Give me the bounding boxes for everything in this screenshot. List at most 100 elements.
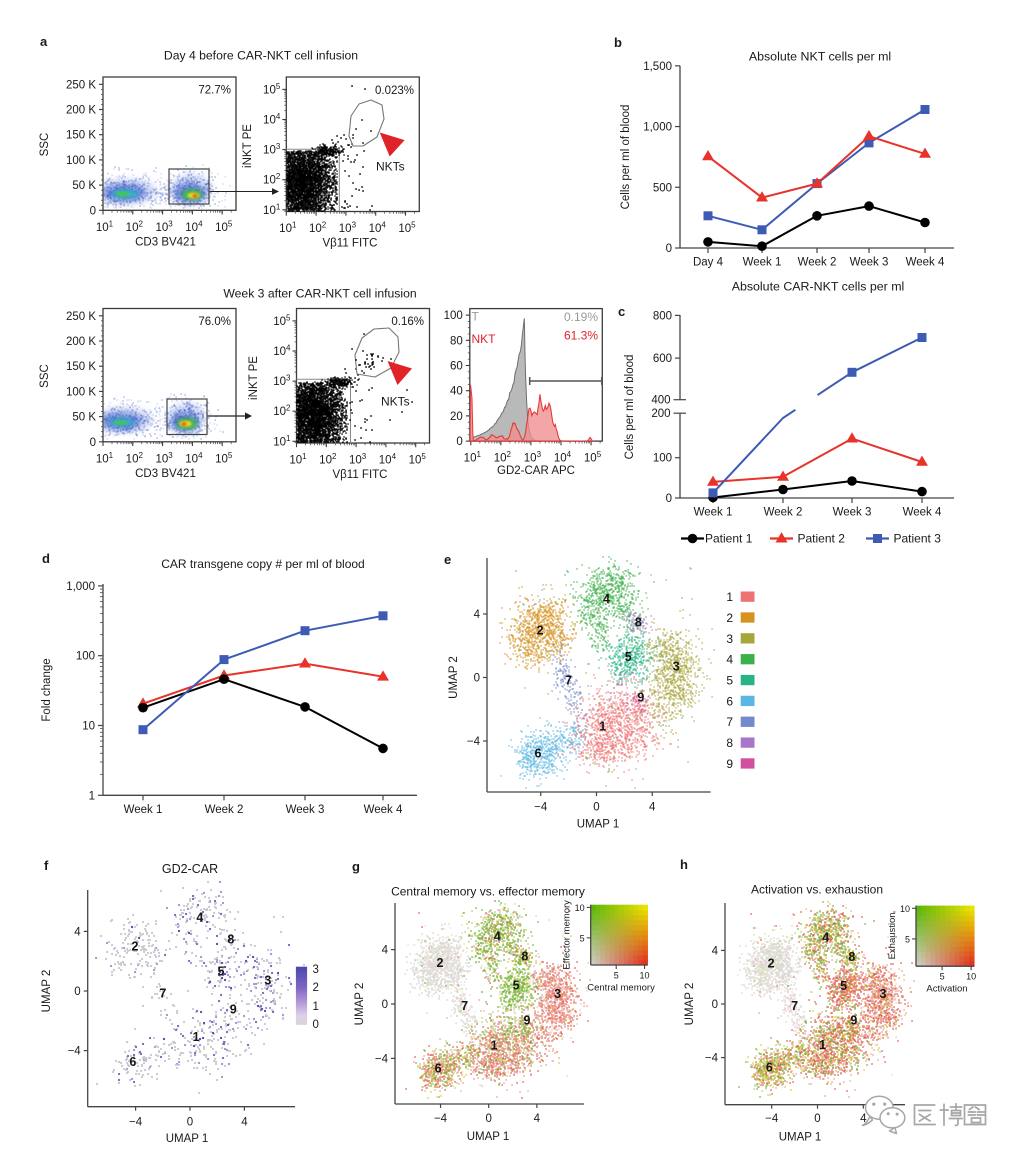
svg-text:f: f	[44, 858, 49, 873]
svg-text:0: 0	[456, 436, 462, 448]
svg-text:UMAP 2: UMAP 2	[448, 656, 460, 699]
svg-text:5: 5	[625, 650, 632, 664]
svg-text:8: 8	[635, 616, 642, 630]
svg-text:b: b	[614, 35, 622, 50]
svg-text:2: 2	[436, 956, 443, 970]
svg-text:GD2-CAR APC: GD2-CAR APC	[497, 465, 575, 477]
svg-text:Week 3 after CAR-NKT cell infu: Week 3 after CAR-NKT cell infusion	[223, 287, 416, 301]
svg-text:3: 3	[726, 632, 733, 646]
svg-text:Week 4: Week 4	[903, 507, 942, 519]
svg-text:a: a	[40, 34, 48, 49]
svg-text:600: 600	[653, 353, 672, 365]
svg-text:h: h	[680, 857, 688, 872]
svg-text:UMAP 1: UMAP 1	[779, 1132, 822, 1144]
svg-text:3: 3	[313, 964, 319, 976]
svg-text:Patient 2: Patient 2	[798, 532, 846, 546]
svg-text:5: 5	[940, 972, 945, 982]
svg-text:400: 400	[651, 395, 670, 407]
svg-text:Day 4 before CAR-NKT cell infu: Day 4 before CAR-NKT cell infusion	[164, 49, 358, 63]
svg-text:5: 5	[840, 979, 847, 993]
svg-text:6: 6	[534, 747, 541, 761]
svg-text:200 K: 200 K	[66, 336, 96, 348]
svg-text:4: 4	[534, 1113, 541, 1125]
svg-text:7: 7	[461, 999, 468, 1013]
svg-text:5: 5	[580, 933, 585, 943]
svg-text:2: 2	[726, 611, 733, 625]
svg-text:5: 5	[218, 964, 225, 978]
svg-text:4: 4	[196, 910, 203, 924]
svg-text:Effector memory: Effector memory	[562, 900, 573, 970]
svg-text:Week 1: Week 1	[694, 507, 733, 519]
svg-text:3: 3	[264, 974, 271, 988]
svg-text:0: 0	[666, 493, 672, 505]
svg-text:0: 0	[313, 1019, 319, 1031]
svg-text:Day 4: Day 4	[693, 257, 724, 269]
svg-text:7: 7	[726, 715, 733, 729]
svg-text:Week 3: Week 3	[286, 804, 325, 816]
svg-text:1: 1	[819, 1038, 826, 1052]
svg-text:Absolute NKT cells per ml: Absolute NKT cells per ml	[749, 50, 891, 64]
svg-text:6: 6	[129, 1055, 136, 1069]
svg-text:−4: −4	[705, 1053, 719, 1065]
svg-text:−4: −4	[375, 1053, 389, 1065]
svg-text:150 K: 150 K	[66, 130, 96, 142]
svg-text:5: 5	[905, 934, 910, 944]
svg-text:5: 5	[513, 979, 520, 993]
svg-text:2: 2	[313, 982, 319, 994]
svg-text:250 K: 250 K	[66, 311, 96, 323]
svg-text:Fold change: Fold change	[41, 658, 53, 721]
svg-text:0: 0	[74, 986, 80, 998]
svg-text:0.19%: 0.19%	[564, 310, 598, 324]
svg-text:200: 200	[651, 408, 670, 420]
svg-text:−4: −4	[467, 736, 481, 748]
svg-text:0: 0	[666, 243, 672, 255]
svg-text:9: 9	[850, 1013, 857, 1027]
svg-text:UMAP 1: UMAP 1	[577, 819, 620, 831]
svg-text:1,500: 1,500	[643, 61, 672, 73]
svg-text:1: 1	[726, 590, 733, 604]
svg-text:Week 2: Week 2	[798, 257, 837, 269]
svg-text:0: 0	[485, 1113, 491, 1125]
svg-text:60: 60	[450, 361, 463, 373]
svg-text:Patient 3: Patient 3	[894, 532, 942, 546]
svg-text:4: 4	[382, 945, 389, 957]
svg-text:100 K: 100 K	[66, 386, 96, 398]
svg-text:Vβ11 FITC: Vβ11 FITC	[333, 469, 388, 481]
svg-text:4: 4	[860, 1113, 867, 1125]
svg-text:−4: −4	[434, 1113, 448, 1125]
svg-text:Central memory: Central memory	[587, 983, 655, 994]
svg-text:500: 500	[653, 182, 672, 194]
svg-text:8: 8	[521, 949, 528, 963]
svg-text:g: g	[352, 859, 360, 874]
svg-text:250 K: 250 K	[66, 79, 96, 91]
svg-text:T: T	[472, 310, 480, 324]
svg-text:7: 7	[565, 674, 572, 688]
svg-text:10: 10	[575, 903, 585, 913]
svg-text:5: 5	[726, 674, 733, 688]
svg-text:Week 3: Week 3	[833, 507, 872, 519]
svg-text:0.023%: 0.023%	[375, 85, 414, 97]
svg-text:2: 2	[768, 957, 775, 971]
svg-text:1: 1	[193, 1030, 200, 1044]
svg-text:200 K: 200 K	[66, 105, 96, 117]
svg-text:UMAP 2: UMAP 2	[684, 983, 696, 1026]
svg-text:9: 9	[637, 691, 644, 705]
svg-text:0: 0	[474, 673, 480, 685]
svg-text:UMAP 2: UMAP 2	[41, 970, 53, 1013]
svg-text:SSC: SSC	[39, 364, 51, 388]
svg-text:UMAP 1: UMAP 1	[467, 1131, 510, 1143]
svg-text:1: 1	[313, 1001, 319, 1013]
svg-text:4: 4	[712, 945, 719, 957]
svg-text:iNKT PE: iNKT PE	[242, 124, 254, 168]
svg-text:CAR transgene copy # per ml of: CAR transgene copy # per ml of blood	[161, 557, 364, 571]
svg-text:61.3%: 61.3%	[564, 329, 598, 343]
svg-text:3: 3	[673, 660, 680, 674]
svg-text:3: 3	[554, 987, 561, 1001]
svg-text:Week 1: Week 1	[124, 804, 163, 816]
svg-text:8: 8	[726, 736, 733, 750]
svg-text:1: 1	[491, 1039, 498, 1053]
svg-text:Week 4: Week 4	[906, 257, 945, 269]
svg-text:Vβ11 FITC: Vβ11 FITC	[323, 238, 378, 250]
svg-text:150 K: 150 K	[66, 361, 96, 373]
svg-text:100: 100	[444, 310, 463, 322]
